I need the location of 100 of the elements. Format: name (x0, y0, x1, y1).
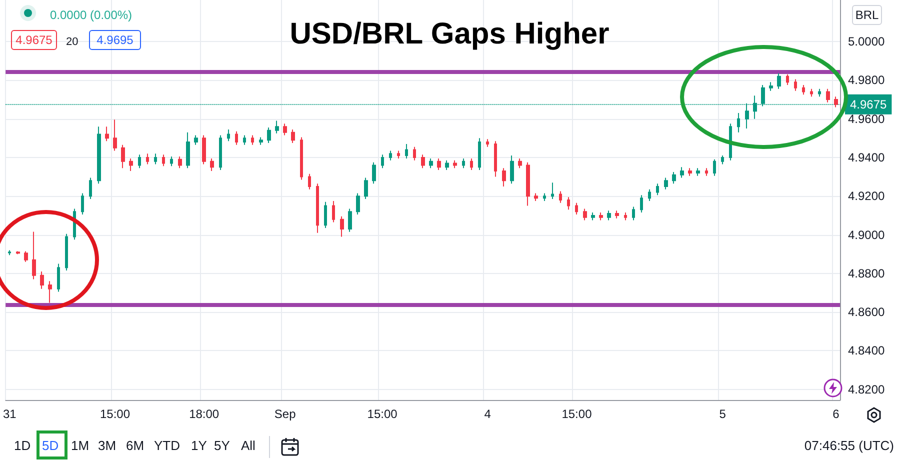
candlestick (802, 84, 805, 96)
y-tick-label: 4.8800 (848, 266, 886, 280)
candlestick (413, 146, 416, 161)
candlestick (332, 200, 335, 223)
candlestick (372, 162, 376, 184)
candlestick (259, 136, 263, 146)
text: 5D (42, 438, 59, 454)
text: 1M (71, 438, 90, 454)
candlestick (470, 158, 473, 171)
candlestick (672, 171, 676, 184)
y-tick-label: 4.9800 (848, 73, 886, 88)
candlestick (65, 233, 68, 272)
text: All (241, 438, 256, 454)
candlestick (178, 156, 182, 169)
candlestick (227, 128, 230, 142)
y-tick-label: 4.9600 (848, 112, 886, 126)
candlestick (518, 158, 522, 169)
candlestick (397, 150, 400, 159)
y-tick-label: 4.8600 (848, 305, 886, 320)
candlestick (97, 126, 101, 184)
candlestick (713, 158, 716, 176)
candlestick (348, 208, 352, 232)
candlestick (340, 216, 344, 238)
candlestick (194, 134, 198, 146)
candlestick (251, 134, 254, 146)
candlestick (40, 271, 44, 290)
annotation: 20 (66, 35, 78, 50)
text: BRL (852, 5, 882, 25)
candlestick (777, 72, 781, 90)
y-tick-label: 4.8400 (848, 344, 886, 358)
candlestick (324, 201, 327, 229)
text: 6M (126, 438, 144, 454)
candlestick (526, 162, 530, 206)
candlestick (656, 183, 659, 196)
candlestick (502, 168, 506, 187)
text: YTD (154, 438, 180, 454)
candlestick (543, 192, 546, 202)
candlestick (462, 158, 465, 169)
candlestick (721, 155, 724, 165)
candlestick (453, 160, 457, 169)
candlestick (640, 194, 643, 214)
y-tick-label: 4.9000 (848, 228, 886, 242)
annotation: 0.0000 (0.00%) (50, 7, 132, 23)
text: 1Y (191, 438, 207, 454)
text: USD/BRL Gaps Higher (290, 18, 610, 50)
candlestick (680, 166, 684, 178)
annotation: 4.9675 (11, 30, 57, 50)
candlestick (291, 128, 295, 144)
candlestick (575, 202, 578, 215)
x-tick-label: 18:00 (189, 407, 220, 421)
candlestick (356, 192, 360, 215)
candlestick (599, 212, 603, 221)
x-tick-label: 31 (2, 407, 17, 421)
candlestick (534, 192, 538, 202)
candlestick (24, 250, 28, 262)
x-tick-label: 15:00 (562, 407, 592, 421)
candlestick (129, 158, 133, 172)
candlestick (486, 138, 489, 148)
candlestick (186, 132, 190, 169)
candlestick (421, 154, 425, 169)
candlestick (389, 150, 392, 161)
candlestick (364, 177, 368, 200)
candlestick (648, 188, 651, 202)
candlestick (300, 136, 303, 180)
y-tick-label: 4.9200 (848, 189, 886, 204)
x-tick-label: 15:00 (100, 407, 130, 421)
candlestick (138, 154, 141, 169)
candlestick (624, 212, 627, 221)
candlestick (664, 177, 668, 190)
text: 5Y (214, 438, 230, 454)
x-tick-label: 5 (719, 407, 726, 421)
candlestick (275, 120, 279, 134)
candlestick (478, 138, 481, 171)
x-tick-label: Sep (274, 407, 296, 421)
candlestick (267, 127, 271, 144)
candlestick (146, 153, 149, 165)
candlestick (121, 144, 125, 169)
candlestick (219, 134, 222, 171)
candlestick (510, 155, 514, 184)
candlestick (494, 140, 497, 178)
text: 3M (98, 438, 116, 454)
x-tick-label: 4 (484, 407, 492, 421)
candlestick (834, 96, 838, 108)
candlestick (583, 208, 587, 221)
candlestick (81, 192, 84, 215)
candlestick (16, 250, 20, 255)
candlestick (810, 88, 813, 98)
candlestick (445, 160, 449, 171)
candlestick (308, 173, 311, 190)
candlestick (696, 168, 700, 176)
candlestick (32, 231, 36, 280)
candlestick (632, 206, 635, 221)
annotation: 4.9695 (89, 30, 141, 50)
candlestick (170, 156, 173, 167)
candlestick (8, 250, 11, 256)
candlestick (243, 134, 246, 146)
text: 07:46:55 (UTC) (803, 438, 894, 454)
candlestick (429, 158, 433, 169)
candlestick (826, 88, 830, 103)
ref-line-label: 4.9675 (850, 97, 888, 112)
